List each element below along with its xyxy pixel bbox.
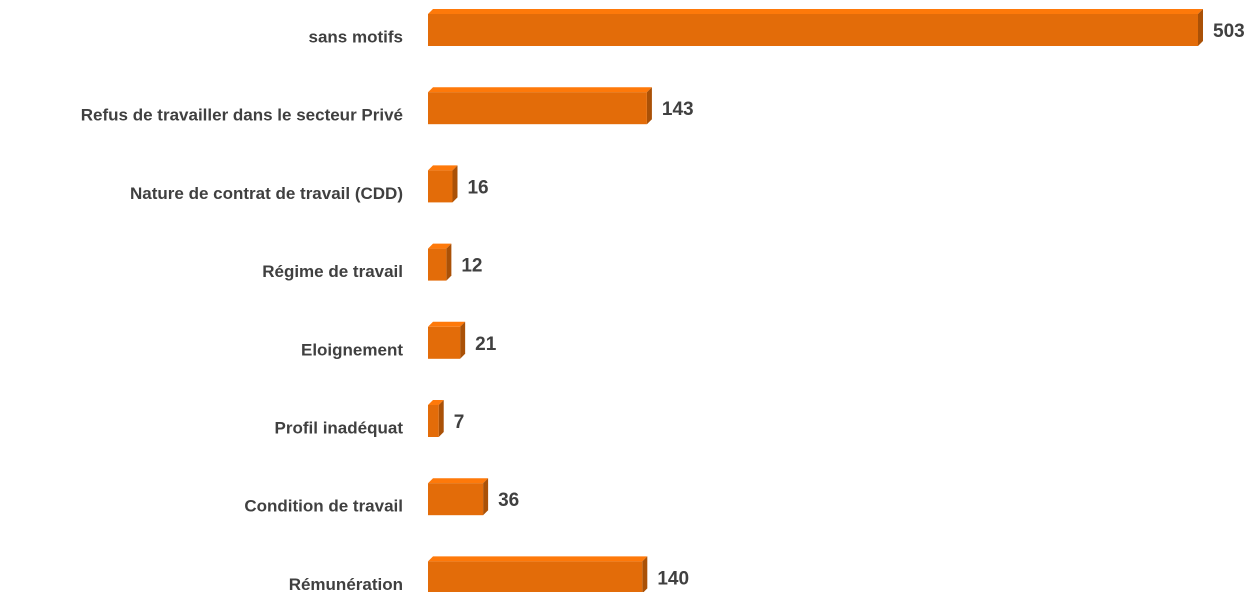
bar-front — [428, 14, 1198, 46]
bar-top — [428, 321, 466, 327]
bar — [428, 9, 1203, 46]
bar-top — [428, 556, 648, 562]
bar — [428, 87, 652, 125]
bar — [428, 321, 466, 359]
bar-side — [460, 321, 466, 359]
bar-front — [428, 561, 643, 592]
bar — [428, 243, 452, 281]
value-label: 143 — [662, 99, 694, 120]
bar — [428, 556, 648, 592]
category-label: Profil inadéquat — [275, 418, 404, 437]
value-label: 16 — [467, 177, 488, 198]
category-label: Rémunération — [289, 575, 403, 592]
category-label: Condition de travail — [244, 497, 403, 516]
bar — [428, 478, 489, 516]
category-label: Eloignement — [301, 340, 403, 359]
bar-top — [428, 478, 489, 484]
bar-front — [428, 405, 439, 437]
bar-front — [428, 170, 453, 203]
bar-side — [452, 165, 458, 203]
value-label: 7 — [454, 412, 465, 433]
bar — [428, 165, 458, 203]
bar — [428, 400, 444, 437]
value-label: 503 — [1213, 21, 1245, 42]
value-label: 140 — [657, 568, 689, 589]
bar-top — [428, 243, 452, 249]
bar-front — [428, 92, 647, 125]
category-label: Nature de contrat de travail (CDD) — [130, 184, 403, 203]
category-label: sans motifs — [309, 27, 403, 46]
bar-side — [438, 400, 444, 437]
value-label: 12 — [461, 256, 482, 277]
bar-front — [428, 326, 461, 359]
bar-top — [428, 87, 652, 93]
bar-side — [446, 243, 452, 281]
value-label: 21 — [475, 334, 497, 355]
value-label: 36 — [498, 490, 519, 511]
category-label: Régime de travail — [262, 262, 403, 281]
bar-side — [646, 87, 652, 125]
category-label: Refus de travailler dans le secteur Priv… — [81, 106, 403, 125]
bar-front — [428, 248, 447, 281]
bar-top — [428, 400, 444, 405]
bar-side — [1198, 9, 1203, 46]
bar-top — [428, 9, 1203, 14]
bar-front — [428, 483, 484, 516]
bar-top — [428, 165, 458, 171]
bar-side — [642, 556, 648, 592]
bar-side — [483, 478, 489, 516]
